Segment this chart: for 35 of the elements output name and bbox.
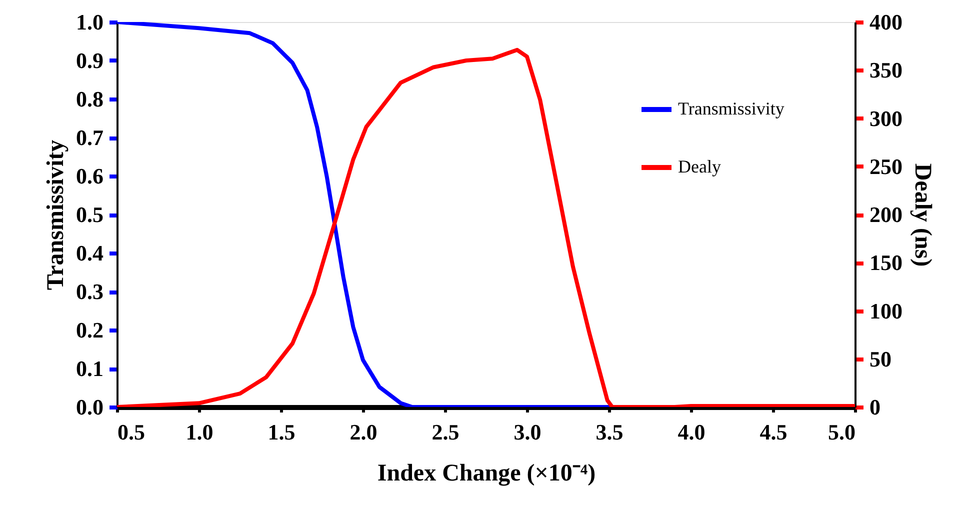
x-tick-label: 0.5 — [118, 420, 145, 444]
x-tick-label: 4.5 — [760, 420, 788, 444]
x-tick-label: 5.0 — [828, 420, 856, 444]
y2-tick-label: 200 — [870, 202, 902, 227]
y2-tick-label: 50 — [870, 346, 892, 372]
y-tick-label: 0.3 — [76, 279, 104, 304]
x-tick-label: 3.5 — [596, 420, 624, 444]
y2-tick-label: 100 — [870, 298, 902, 324]
y-tick-label: 0.1 — [76, 356, 104, 381]
x-tick-label: 2.5 — [432, 420, 460, 444]
x-tick-label: 3.0 — [514, 420, 542, 444]
y-tick-label: 0.8 — [76, 86, 104, 112]
y2-tick-label: 150 — [870, 250, 902, 276]
y2-tick-label: 300 — [870, 106, 902, 131]
y-tick-label: 0.4 — [76, 240, 104, 266]
legend-label: Transmissivity — [678, 98, 784, 118]
y2-tick-label: 0 — [870, 394, 880, 420]
y-tick-label: 0.7 — [76, 125, 104, 150]
y2-axis-title: Dealy (ns) — [910, 163, 936, 267]
y2-tick-label: 250 — [870, 154, 902, 179]
legend-label: Dealy — [678, 156, 721, 176]
x-tick-label: 4.0 — [678, 420, 706, 444]
x-tick-label: 1.0 — [186, 420, 214, 444]
y2-tick-label: 400 — [870, 10, 902, 34]
y-tick-label: 1.0 — [76, 10, 104, 34]
y-axis-title: Transmissivity — [43, 140, 69, 290]
y-tick-label: 0.0 — [76, 394, 104, 420]
x-tick-label: 2.0 — [350, 420, 378, 444]
y-tick-label: 0.6 — [76, 164, 104, 188]
y-tick-label: 0.2 — [76, 318, 104, 342]
y-tick-label: 0.9 — [76, 48, 104, 73]
y2-tick-label: 350 — [870, 58, 902, 83]
x-axis-title: Index Change (×10⁻⁴) — [377, 460, 596, 486]
x-tick-label: 1.5 — [268, 420, 296, 444]
y-tick-label: 0.5 — [76, 202, 104, 227]
